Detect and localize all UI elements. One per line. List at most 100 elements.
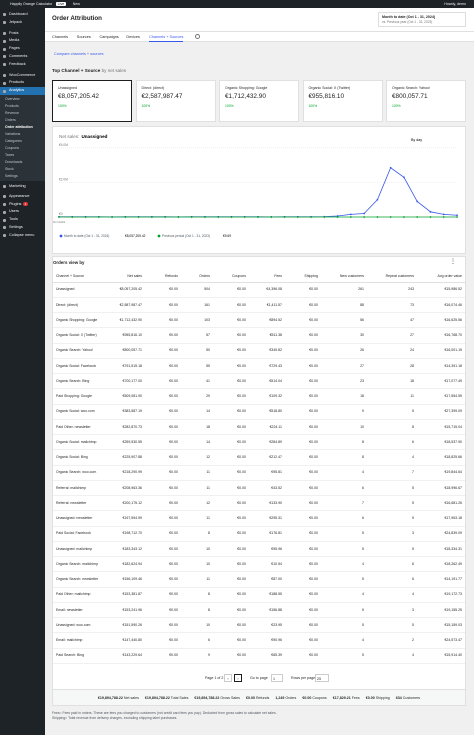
metric-card[interactable]: Organic Social: X (Twitter) €955,816.10 10…: [302, 80, 383, 122]
table-menu[interactable]: ⋮: [450, 259, 456, 265]
submenu-item[interactable]: Taxes: [5, 152, 15, 157]
submenu-item[interactable]: Categories: [5, 138, 22, 143]
goto-input[interactable]: 1: [271, 674, 283, 682]
help-icon[interactable]: [194, 34, 200, 39]
submenu-item[interactable]: Orders: [5, 117, 16, 122]
legend-swatch: [59, 234, 63, 238]
table-cell: Organic Social: woo.com: [53, 404, 103, 420]
card-value: €955,816.10: [308, 93, 345, 100]
legend-label: Month to date (Oct 1 - 31, 2024): [64, 234, 109, 238]
table-cell: €24,839.09: [417, 526, 465, 542]
submenu-item[interactable]: Order attribution: [5, 124, 33, 129]
submenu-item[interactable]: Downloads: [5, 159, 23, 164]
table-cell: €17,077.49: [417, 373, 465, 390]
column-header[interactable]: Orders: [181, 270, 213, 283]
submenu-item[interactable]: Stock: [5, 166, 14, 171]
column-header[interactable]: Channel + Source: [53, 270, 103, 283]
column-header[interactable]: Coupons: [213, 270, 249, 283]
column-header[interactable]: Refunds: [145, 270, 181, 283]
menu-item[interactable]: Users: [0, 208, 45, 216]
interval-select[interactable]: By day: [411, 138, 422, 142]
menu-item[interactable]: Appearance: [0, 193, 45, 201]
metric-card[interactable]: Organic Search: Yahoo! €800,057.71 100%: [386, 80, 466, 122]
column-header[interactable]: New customers: [321, 270, 367, 283]
table-cell: 47: [367, 312, 417, 329]
menu-item[interactable]: Jetpack: [0, 19, 45, 27]
tab[interactable]: Campaigns: [99, 35, 119, 39]
table-cell: €295.31: [249, 510, 285, 527]
table-cell: 7: [367, 465, 417, 481]
prev-button[interactable]: ‹: [224, 674, 232, 682]
table-cell: Unassigned: mailchimp: [53, 541, 103, 558]
y-tick-label: €0: [59, 212, 63, 216]
table-cell: €8,057,205.42: [103, 282, 145, 298]
submenu-item[interactable]: Coupons: [5, 145, 20, 150]
menu-item[interactable]: Feedback: [0, 61, 45, 69]
tab[interactable]: Channels + Sources: [149, 32, 184, 42]
table-row: Unassigned €8,057,205.42 €0.00 504 €0.00 €4,3…: [53, 282, 465, 298]
table-cell: €0.00: [213, 404, 249, 420]
menu-item[interactable]: Marketing: [0, 183, 45, 191]
column-header[interactable]: Avg order value: [417, 270, 465, 283]
table-cell: Email: mailchimp: [53, 632, 103, 649]
column-header[interactable]: Fees: [249, 270, 285, 283]
menu-item[interactable]: WooCommerce: [0, 72, 45, 80]
table-cell: 9: [321, 404, 367, 420]
submenu-item[interactable]: Settings: [5, 173, 18, 178]
table-cell: 14: [181, 434, 213, 451]
menu-item[interactable]: Comments: [0, 53, 45, 61]
menu-item[interactable]: Settings: [0, 224, 45, 232]
table-cell: €0.00: [213, 312, 249, 329]
table-cell: €1,411.57: [249, 297, 285, 314]
table-cell: €0.00: [285, 556, 321, 573]
new-link[interactable]: New: [72, 2, 80, 6]
total-value: €0.00: [365, 696, 375, 700]
column-header[interactable]: Net sales: [103, 270, 145, 283]
menu-item[interactable]: Tools: [0, 216, 45, 224]
submenu-item[interactable]: Products: [5, 103, 19, 108]
total-item: €19,894,788.22 Gross Sales: [194, 696, 240, 700]
table-cell: Organic Search: newsletter: [53, 571, 103, 588]
metric-card[interactable]: Unassigned €8,057,205.42 100%: [52, 80, 132, 122]
menu-item[interactable]: Products: [0, 79, 45, 87]
table-cell: €0.00: [145, 327, 181, 344]
submenu-item[interactable]: Revenue: [5, 110, 20, 115]
table-cell: €90.96: [249, 632, 285, 649]
total-label: Total Sales: [170, 696, 189, 700]
tab[interactable]: Sources: [76, 35, 91, 39]
table-cell: €700,177.00: [103, 373, 145, 390]
card-value: €1,712,432.90: [225, 93, 266, 100]
menu-item[interactable]: Analytics: [0, 87, 45, 95]
table-cell: €0.00: [213, 587, 249, 603]
table-row: Paid Search: Bing €143,229.64 €0.00 9 €0.00 €…: [53, 648, 465, 664]
card-label: Organic Search: Yahoo!: [392, 86, 431, 90]
menu-item[interactable]: Pages: [0, 45, 45, 53]
metric-card[interactable]: Direct: (direct) €2,587,987.47 100%: [135, 80, 216, 122]
column-header[interactable]: Repeat customers: [367, 270, 417, 283]
column-header[interactable]: Shipping: [285, 270, 321, 283]
menu-item[interactable]: Media: [0, 37, 45, 45]
date-picker[interactable]: Month to date (Oct 1 - 31, 2024) vs. Pre…: [378, 12, 466, 27]
table-row: Paid Social: Facebook €198,712.70 €0.00 8 €0…: [53, 526, 465, 542]
next-button[interactable]: ›: [234, 674, 242, 682]
table-cell: €19,172.73: [417, 587, 465, 603]
compare-link[interactable]: Compare channels + sources: [54, 52, 104, 56]
menu-item[interactable]: Collapse menu: [0, 232, 45, 240]
metric-card[interactable]: Organic Shopping: Google €1,712,432.90 100…: [219, 80, 299, 122]
menu-item[interactable]: Dashboard: [0, 11, 45, 19]
table-cell: 11: [367, 388, 417, 405]
tab[interactable]: Channels: [52, 35, 69, 39]
table-cell: Email: newsletter: [53, 602, 103, 619]
submenu-item[interactable]: Overview: [5, 96, 20, 101]
site-name[interactable]: Happily Orange Calculator: [10, 2, 53, 6]
live-badge: Live: [56, 2, 66, 6]
menu-item[interactable]: Posts: [0, 30, 45, 38]
rows-select[interactable]: 25: [315, 674, 329, 682]
table-cell: €0.00: [145, 541, 181, 558]
menu-item[interactable]: Plugins 1: [0, 201, 45, 209]
submenu-item[interactable]: Variations: [5, 131, 21, 136]
table-cell: 8: [321, 434, 367, 451]
tab[interactable]: Devices: [126, 35, 140, 39]
user-menu[interactable]: Howdy, demo: [444, 2, 466, 6]
series-point: [416, 200, 419, 203]
